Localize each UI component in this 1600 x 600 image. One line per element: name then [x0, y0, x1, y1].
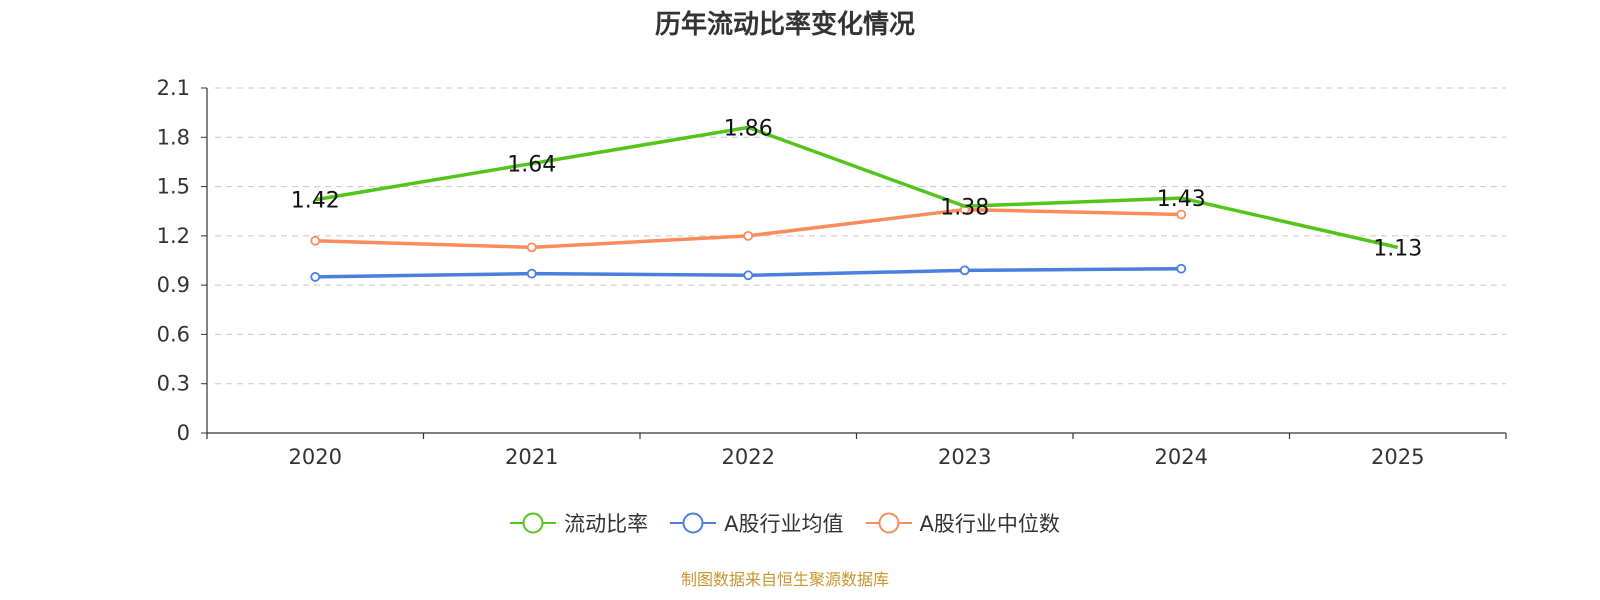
series-lines: [310, 125, 1399, 282]
data-point: [1176, 263, 1187, 274]
x-tick-label: 2022: [722, 445, 775, 469]
data-point: [526, 268, 537, 279]
axes: 0 0.3 0.6 0.9 1.2 1.5 1.8 2.1 2020 2021 2022 2023 20…: [157, 76, 1507, 469]
legend-item[interactable]: A股行业均值: [670, 508, 844, 538]
x-tick-label: 2025: [1371, 445, 1424, 469]
y-tick-label: 1.2: [157, 224, 190, 248]
series-line: [314, 125, 1399, 250]
data-point: [526, 242, 537, 253]
data-point: [1176, 209, 1187, 220]
data-label: 1.42: [291, 189, 340, 214]
legend-marker-icon: [865, 512, 912, 534]
legend-item[interactable]: A股行业中位数: [865, 508, 1060, 538]
legend-label: 流动比率: [564, 512, 649, 536]
series-line: [315, 207, 1182, 250]
data-label: 1.64: [507, 153, 556, 178]
x-tick-label: 2021: [505, 445, 558, 469]
legend-marker-icon: [670, 512, 717, 534]
x-tick-label: 2023: [938, 445, 991, 469]
data-point: [310, 235, 321, 246]
y-tick-label: 0.6: [157, 322, 190, 346]
legend-marker-icon: [510, 512, 557, 534]
legend-label: A股行业中位数: [919, 512, 1060, 536]
legend-circle: [878, 512, 899, 534]
y-tick-label: 1.8: [157, 125, 190, 149]
data-point: [959, 265, 970, 276]
data-label: 1.38: [940, 195, 989, 220]
y-tick-label: 2.1: [157, 76, 190, 100]
chart-title: 历年流动比率变化情况: [654, 10, 915, 40]
y-tick-label: 1.5: [157, 175, 190, 199]
data-point: [743, 230, 754, 241]
data-labels: 1.42 1.64 1.86 1.38 1.43 1.13: [291, 116, 1422, 261]
y-tick-label: 0: [177, 421, 190, 445]
legend: 流动比率 A股行业均值 A股行业中位数: [0, 508, 1570, 538]
legend-circle: [682, 512, 704, 534]
grid-lines: [215, 87, 1506, 385]
data-point: [743, 270, 754, 281]
data-label: 1.13: [1373, 236, 1422, 261]
y-tick-label: 0.3: [157, 372, 190, 396]
legend-item[interactable]: 流动比率: [510, 508, 648, 538]
data-point: [310, 272, 321, 282]
y-tick-label: 0.9: [157, 273, 190, 297]
x-tick-label: 2024: [1155, 445, 1208, 469]
data-label: 1.43: [1157, 187, 1206, 212]
x-tick-label: 2020: [289, 445, 342, 469]
legend-circle: [522, 512, 544, 534]
data-label: 1.86: [724, 116, 773, 141]
legend-label: A股行业均值: [724, 512, 844, 536]
source-note: 制图数据来自恒生聚源数据库: [680, 570, 889, 589]
